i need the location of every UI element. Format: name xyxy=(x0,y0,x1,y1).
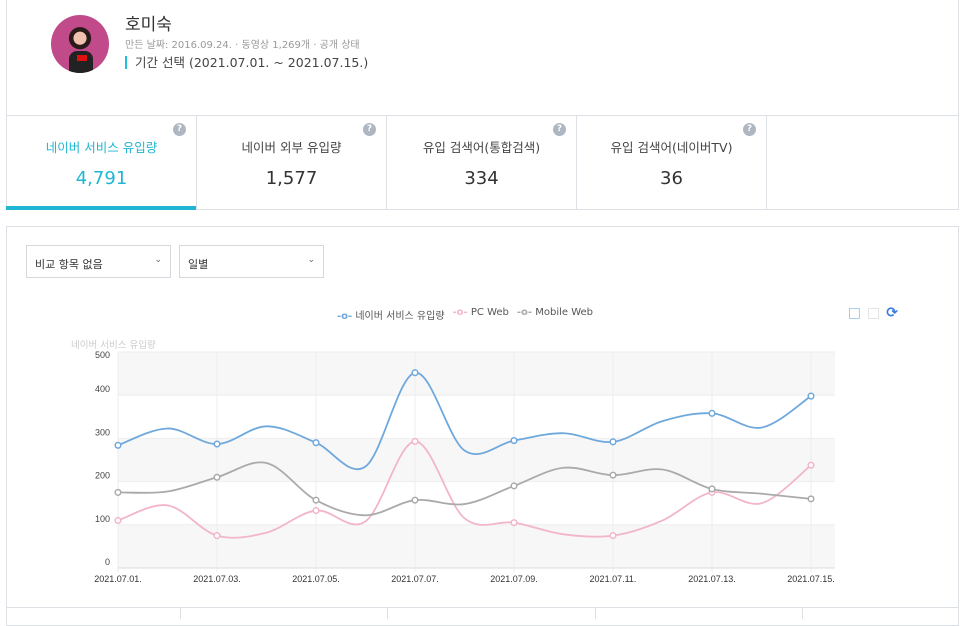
data-point xyxy=(708,485,716,493)
stat-tabs: ? 네이버 서비스 유입량 4,791 ? 네이버 외부 유입량 1,577 ?… xyxy=(6,115,959,210)
y-tick-label: 300 xyxy=(95,427,110,437)
chart-legend: -o- 네이버 서비스 유입량 -o- PC Web -o- Mobile We… xyxy=(337,307,593,322)
grid-band xyxy=(118,352,835,396)
data-point xyxy=(609,532,617,540)
tab-search-keywords-integrated[interactable]: ? 유입 검색어(통합검색) 334 xyxy=(387,116,577,209)
series-line xyxy=(117,461,812,517)
period-unit-value: 일별 xyxy=(188,258,209,271)
y-tick-label: 500 xyxy=(95,350,110,360)
data-point xyxy=(708,409,716,417)
tab-label: 네이버 외부 유입량 xyxy=(241,140,342,155)
x-tick-label: 2021.07.09. xyxy=(490,574,538,584)
tab-value: 36 xyxy=(660,168,683,189)
legend-item[interactable]: -o- Mobile Web xyxy=(516,307,594,318)
channel-name: 호미숙 xyxy=(125,15,172,35)
tab-naver-external-inflow[interactable]: ? 네이버 외부 유입량 1,577 xyxy=(197,116,387,209)
x-tick-label: 2021.07.15. xyxy=(787,574,835,584)
tab-value: 1,577 xyxy=(265,168,318,189)
data-point xyxy=(213,440,221,448)
help-icon[interactable]: ? xyxy=(363,123,376,136)
data-point xyxy=(411,369,419,377)
chart-tools: □ □ ⟳ xyxy=(848,305,898,321)
data-point xyxy=(609,438,617,446)
data-point xyxy=(114,441,122,449)
x-tick-label: 2021.07.13. xyxy=(688,574,736,584)
x-tick-label: 2021.07.07. xyxy=(391,574,439,584)
x-tick-label: 2021.07.01. xyxy=(94,574,142,584)
legend-item[interactable]: -o- 네이버 서비스 유입량 xyxy=(337,311,445,322)
data-point xyxy=(312,439,320,447)
chevron-down-icon: ⌄ xyxy=(307,255,315,265)
x-tick-label: 2021.07.05. xyxy=(292,574,340,584)
tab-value: 4,791 xyxy=(75,168,128,189)
data-point xyxy=(114,488,122,496)
period-unit-select[interactable]: 일별 ⌄ xyxy=(179,245,324,278)
y-tick-label: 200 xyxy=(95,471,110,481)
help-icon[interactable]: ? xyxy=(173,123,186,136)
compare-select-value: 비교 항목 없음 xyxy=(35,258,103,271)
data-point xyxy=(510,519,518,527)
legend-item[interactable]: -o- PC Web xyxy=(452,307,509,318)
tab-label: 유입 검색어(통합검색) xyxy=(422,140,541,155)
tab-label: 네이버 서비스 유입량 xyxy=(45,140,158,155)
data-point xyxy=(510,437,518,445)
data-point xyxy=(510,482,518,490)
series-line xyxy=(117,371,812,470)
y-tick-label: 0 xyxy=(105,557,110,567)
grid-band xyxy=(118,438,835,482)
grid-band xyxy=(118,524,835,568)
zoom-reset-icon[interactable]: □ xyxy=(867,305,881,321)
period-selector[interactable]: 기간 선택 (2021.07.01. ~ 2021.07.15.) xyxy=(125,56,368,69)
avatar xyxy=(51,15,109,73)
data-point xyxy=(807,495,815,503)
data-point xyxy=(411,437,419,445)
tab-value: 334 xyxy=(464,168,499,189)
data-point xyxy=(411,496,419,504)
zoom-select-icon[interactable]: □ xyxy=(847,305,862,321)
data-point xyxy=(213,532,221,540)
bottom-table-edge xyxy=(6,607,959,619)
y-tick-label: 100 xyxy=(95,514,110,524)
x-tick-label: 2021.07.03. xyxy=(193,574,241,584)
tab-naver-service-inflow[interactable]: ? 네이버 서비스 유입량 4,791 xyxy=(6,116,197,210)
tab-label: 유입 검색어(네이버TV) xyxy=(610,140,733,155)
tab-search-keywords-navertv[interactable]: ? 유입 검색어(네이버TV) 36 xyxy=(577,116,767,209)
data-point xyxy=(312,496,320,504)
chart-panel: 비교 항목 없음 ⌄ 일별 ⌄ -o- 네이버 서비스 유입량 -o- PC Web… xyxy=(6,226,959,626)
x-tick-label: 2021.07.11. xyxy=(590,574,637,584)
channel-meta: 만든 날짜: 2016.09.24. · 동영상 1,269개 · 공개 상태 xyxy=(125,40,360,51)
help-icon[interactable]: ? xyxy=(553,123,566,136)
help-icon[interactable]: ? xyxy=(743,123,756,136)
y-tick-label: 400 xyxy=(95,384,110,394)
series-line xyxy=(117,440,812,539)
y-axis-title: 네이버 서비스 유입량 xyxy=(71,340,156,351)
chevron-down-icon: ⌄ xyxy=(154,255,162,265)
compare-select[interactable]: 비교 항목 없음 ⌄ xyxy=(26,245,171,278)
refresh-icon[interactable]: ⟳ xyxy=(886,305,898,321)
data-point xyxy=(312,506,320,515)
data-point xyxy=(114,516,122,525)
data-point xyxy=(213,473,221,481)
data-point xyxy=(807,392,815,400)
data-point xyxy=(807,461,815,469)
data-point xyxy=(609,471,617,479)
